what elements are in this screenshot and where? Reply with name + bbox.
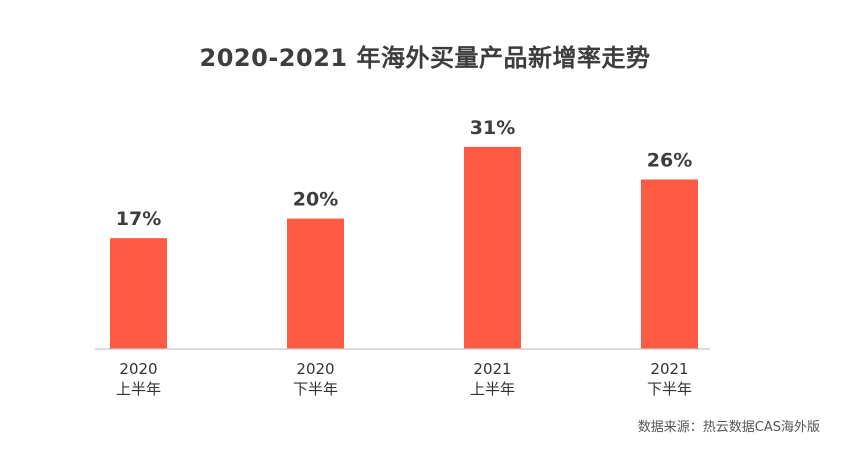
x-tick-label-year: 2021: [473, 360, 511, 378]
x-tick-label-half: 下半年: [647, 380, 692, 398]
chart-title: 2020-2021 年海外买量产品新增率走势: [199, 44, 651, 72]
x-tick-label-half: 上半年: [116, 380, 161, 398]
data-label: 20%: [293, 189, 338, 211]
data-label: 26%: [647, 149, 692, 171]
x-tick-label-year: 2021: [650, 360, 688, 378]
data-source-note: 数据来源：热云数据CAS海外版: [637, 420, 820, 435]
data-label: 31%: [470, 117, 515, 139]
x-tick-label-half: 下半年: [293, 380, 338, 398]
data-label: 17%: [116, 208, 161, 230]
bar: [464, 146, 521, 349]
bar: [287, 218, 344, 349]
x-tick-label-year: 2020: [119, 360, 157, 378]
bar: [110, 238, 167, 349]
x-tick-label-year: 2020: [296, 360, 334, 378]
bar: [641, 179, 698, 349]
x-tick-label-half: 上半年: [470, 380, 515, 398]
